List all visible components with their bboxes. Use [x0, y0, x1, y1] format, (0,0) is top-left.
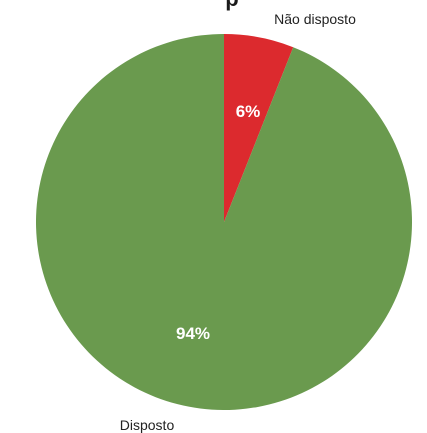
pie-slices [36, 34, 413, 410]
value-label-disposto: 94% [176, 324, 210, 343]
value-label-nao-disposto: 6% [236, 102, 261, 121]
label-nao-disposto: Não disposto [274, 11, 356, 27]
pie-slice-disposto [36, 34, 413, 410]
label-disposto: Disposto [120, 417, 175, 433]
chart-title-fragment: p [225, 0, 238, 11]
pie-slice-nao-disposto [224, 34, 294, 222]
